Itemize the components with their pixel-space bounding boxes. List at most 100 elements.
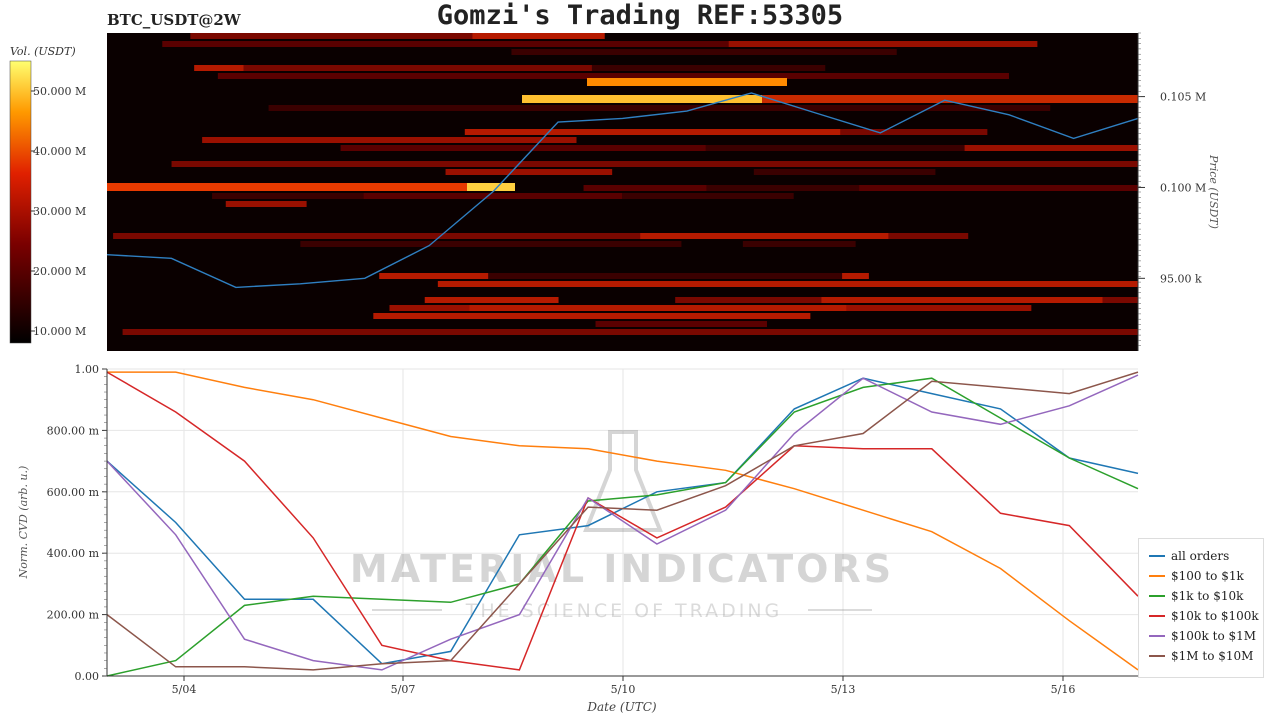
cvd-x-ticks: 5/04 5/07 5/10 5/13 5/16 — [172, 676, 1076, 696]
colorbar-tick-label: 40.000 M — [33, 145, 86, 158]
cvd-x-tick-label: 5/16 — [1051, 683, 1076, 696]
liquidity-band — [373, 313, 811, 319]
liquidity-band — [706, 185, 860, 191]
page-title: Gomzi's Trading REF:53305 — [436, 0, 844, 31]
legend-label: $10k to $100k — [1171, 609, 1259, 623]
liquidity-band — [171, 161, 1139, 167]
liquidity-band — [113, 233, 969, 239]
liquidity-band — [488, 273, 843, 279]
liquidity-band — [464, 129, 841, 135]
liquidity-band — [742, 241, 856, 247]
price-axis-label: Price (USDT) — [1207, 154, 1220, 229]
legend-item: $1M to $10M — [1139, 646, 1263, 666]
liquidity-wall — [587, 78, 787, 86]
colorbar-ticks: 10.000 M 20.000 M 30.000 M 40.000 M 50.000 M — [31, 85, 86, 338]
legend-swatch — [1149, 655, 1165, 657]
cvd-x-tick-label: 5/13 — [831, 683, 856, 696]
liquidity-band — [424, 297, 559, 303]
liquidity-band — [472, 33, 605, 39]
legend: all orders $100 to $1k $1k to $10k $10k to … — [1138, 538, 1264, 678]
liquidity-band — [363, 193, 623, 199]
liquidity-band — [654, 105, 1051, 111]
cvd-y-ticks: 0.00 200.00 m 400.00 m 600.00 m 800.00 m 1.00 — [47, 363, 107, 683]
liquidity-band — [821, 297, 1103, 303]
liquidity-wall — [107, 183, 515, 191]
legend-item: $10k to $100k — [1139, 606, 1263, 626]
liquidity-band — [243, 65, 699, 71]
cvd-y-tick-label: 400.00 m — [47, 547, 100, 560]
price-tick-label: 95.00 k — [1160, 272, 1202, 285]
legend-label: $100k to $1M — [1171, 629, 1257, 643]
legend-swatch — [1149, 615, 1165, 617]
colorbar-tick-label: 30.000 M — [33, 205, 86, 218]
cvd-y-tick-label: 800.00 m — [47, 424, 100, 437]
liquidity-band — [583, 185, 1138, 191]
symbol-label: BTC_USDT@2W — [107, 11, 241, 29]
liquidity-band — [753, 169, 936, 175]
cvd-x-tick-label: 5/07 — [391, 683, 416, 696]
colorbar-tick-label: 50.000 M — [33, 85, 86, 98]
liquidity-band — [225, 201, 307, 207]
cvd-y-tick-label: 1.00 — [75, 363, 100, 376]
cvd-gridlines — [107, 368, 1138, 677]
liquidity-wall — [522, 95, 1138, 103]
liquidity-band — [340, 145, 706, 151]
liquidity-band — [796, 129, 988, 135]
watermark-tagline: THE SCIENCE OF TRADING — [465, 600, 783, 622]
colorbar-tick-label: 10.000 M — [33, 325, 86, 338]
price-line — [106, 92, 1139, 289]
price-ticks: 95.00 k 0.100 M 0.105 M — [1138, 32, 1206, 346]
cvd-series-line — [107, 371, 1139, 671]
liquidity-band — [511, 49, 897, 55]
price-tick-label: 0.105 M — [1160, 91, 1206, 104]
liquidity-band — [640, 233, 889, 239]
liquidity-band — [162, 41, 729, 47]
colorbar-label: Vol. (USDT) — [10, 45, 76, 58]
liquidity-band — [122, 329, 1139, 335]
legend-label: $1k to $10k — [1171, 589, 1244, 603]
liquidity-band — [190, 33, 502, 39]
liquidity-band — [217, 73, 1009, 79]
legend-label: all orders — [1171, 549, 1230, 563]
cvd-series-lines — [106, 371, 1139, 677]
liquidity-wall — [467, 183, 515, 191]
legend-item: $100k to $1M — [1139, 626, 1263, 646]
legend-item: all orders — [1139, 546, 1263, 566]
legend-swatch — [1149, 555, 1165, 557]
liquidity-band — [591, 65, 826, 71]
legend-list: all orders $100 to $1k $1k to $10k $10k to … — [1139, 546, 1263, 666]
cvd-y-axis-label: Norm. CVD (arb. u.) — [17, 466, 30, 580]
liquidity-band — [445, 169, 613, 175]
flask-icon — [583, 430, 663, 532]
liquidity-bands — [107, 33, 1139, 335]
legend-swatch — [1149, 635, 1165, 637]
colorbar — [9, 60, 32, 344]
colorbar-tick-label: 20.000 M — [33, 265, 86, 278]
liquidity-band — [202, 137, 536, 143]
liquidity-band — [268, 105, 741, 111]
liquidity-wall — [522, 95, 762, 103]
price-tick-label: 0.100 M — [1160, 181, 1206, 194]
cvd-series-line — [106, 377, 1139, 677]
legend-swatch — [1149, 595, 1165, 597]
cvd-y-tick-label: 0.00 — [75, 670, 100, 683]
cvd-y-tick-label: 200.00 m — [47, 609, 100, 622]
cvd-x-axis-label: Date (UTC) — [586, 700, 656, 714]
liquidity-band — [437, 281, 1138, 287]
legend-item: $1k to $10k — [1139, 586, 1263, 606]
liquidity-band — [595, 321, 767, 327]
cvd-series-line — [106, 374, 1139, 671]
liquidity-band — [300, 241, 682, 247]
cvd-y-tick-label: 600.00 m — [47, 486, 100, 499]
legend-item: $100 to $1k — [1139, 566, 1263, 586]
cvd-series-line — [106, 371, 1139, 671]
liquidity-band — [569, 145, 965, 151]
watermark-name: MATERIAL INDICATORS — [350, 547, 894, 591]
cvd-series-line — [106, 371, 1139, 671]
liquidity-band — [469, 305, 847, 311]
legend-label: $1M to $10M — [1171, 649, 1254, 663]
watermark: MATERIAL INDICATORS THE SCIENCE OF TRADI… — [350, 430, 894, 622]
cvd-x-tick-label: 5/04 — [172, 683, 197, 696]
heatmap-panel — [106, 33, 1139, 351]
